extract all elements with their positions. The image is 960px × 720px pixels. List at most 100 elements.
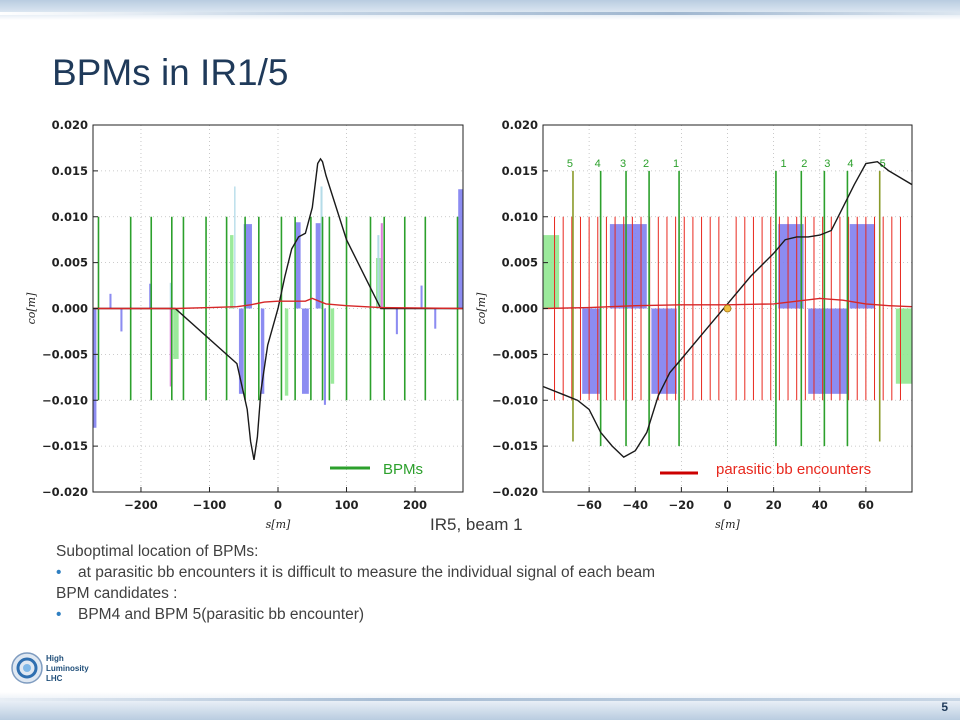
y-tick-label: 0.015	[502, 164, 538, 178]
y-axis-label: co[m]	[475, 292, 488, 325]
kick-bar	[169, 308, 172, 387]
kick-bar	[234, 186, 236, 309]
kick-bar	[434, 308, 437, 329]
y-tick-label: 0.010	[502, 210, 538, 224]
logo-line-3: LHC	[46, 674, 63, 683]
kick-bar	[582, 308, 601, 394]
x-tick-label: −20	[669, 498, 695, 512]
parasitic-encounters	[554, 216, 901, 401]
y-tick-label: −0.005	[492, 347, 538, 361]
bullet-icon: •	[56, 606, 62, 623]
legend-bpm-label: BPMs	[383, 461, 423, 478]
y-tick-label: 0.000	[52, 302, 88, 316]
body-text: Suboptimal location of BPMs: • at parasit…	[56, 541, 655, 625]
kick-bar	[169, 282, 172, 309]
optics-line	[543, 297, 912, 310]
kick-bar	[323, 308, 326, 405]
bpm-number-label: 1	[673, 158, 679, 170]
kick-bar	[380, 223, 383, 309]
x-tick-label: 0	[723, 498, 731, 512]
kick-bar	[808, 308, 848, 394]
bpm-number-label: 2	[643, 158, 649, 170]
text-line-3: BPM candidates :	[56, 585, 178, 602]
orbit-line	[543, 160, 912, 458]
x-tick-label: 40	[812, 498, 828, 512]
x-axis-label: s[m]	[715, 518, 740, 531]
bpm-number-label: 5	[567, 158, 573, 170]
y-axis-label: co[m]	[25, 292, 38, 325]
bpm-number-label: 3	[824, 158, 830, 170]
kick-bar	[260, 308, 265, 394]
kick-bar	[109, 293, 112, 309]
kick-bar	[543, 235, 560, 309]
bullet-icon: •	[56, 564, 62, 581]
kick-bar	[320, 186, 323, 309]
y-tick-label: −0.015	[492, 439, 538, 453]
bpm-number-label: 4	[595, 158, 601, 170]
x-tick-label: 20	[766, 498, 782, 512]
x-tick-label: −200	[124, 498, 158, 512]
x-axis-label: s[m]	[266, 518, 291, 531]
chart-2: 5 4 3 2 1 1 2 3 4 5 −60 −40 −20 0 20 40 60 0.020 0.015 0.01…	[475, 118, 913, 531]
y-tick-label: 0.015	[52, 164, 88, 178]
text-line-4: • BPM4 and BPM 5(parasitic bb encounter)	[56, 606, 365, 623]
kick-bar	[230, 235, 234, 309]
y-tick-label: 0.005	[52, 256, 88, 270]
kick-bar	[420, 285, 423, 309]
legend-encounter-label: parasitic bb encounters	[716, 461, 871, 478]
kick-bar	[849, 224, 876, 309]
kick-bar	[295, 222, 301, 309]
y-tick-label: 0.000	[502, 302, 538, 316]
kick-bar	[315, 223, 321, 309]
text-line-2: • at parasitic bb encounters it is diffic…	[56, 564, 655, 581]
plot-area	[93, 157, 463, 461]
y-tick-label: 0.010	[52, 210, 88, 224]
chart-caption: IR5, beam 1	[430, 515, 523, 534]
kick-bar	[301, 308, 309, 394]
orbit-line	[93, 157, 463, 461]
y-tick-label: −0.020	[42, 485, 88, 499]
logo-line-1: High	[46, 654, 64, 663]
kick-bar	[93, 308, 97, 428]
y-tick-label: 0.020	[52, 118, 88, 132]
logo-line-2: Luminosity	[46, 664, 89, 673]
x-tick-label: 60	[858, 498, 874, 512]
ip-marker	[723, 304, 732, 313]
y-tick-label: 0.005	[502, 256, 538, 270]
y-tick-label: −0.005	[42, 347, 88, 361]
x-tick-label: 100	[335, 498, 359, 512]
top-banner	[0, 0, 960, 20]
kick-bar	[895, 308, 912, 384]
orbit-charts: −200 −100 0 100 2000.0200.0150.0100.0050.000…	[25, 118, 913, 531]
kick-bar	[377, 235, 380, 309]
bpm-number-label: 4	[847, 158, 853, 170]
y-tick-label: −0.020	[492, 485, 538, 499]
bpm-number-label: 2	[801, 158, 807, 170]
y-tick-label: −0.010	[492, 393, 538, 407]
y-tick-label: 0.020	[502, 118, 538, 132]
plot-area	[543, 160, 912, 458]
bpm-number-label: 1	[780, 158, 786, 170]
chart-1: −200 −100 0 100 200 0.020 0.015 0.010 0.005 0.000…	[25, 118, 464, 531]
kick-bar	[120, 308, 123, 332]
kick-bar	[243, 224, 252, 309]
y-tick-label: −0.010	[42, 393, 88, 407]
slide-title: BPMs in IR1/5	[52, 52, 289, 93]
kick-bar	[330, 308, 335, 384]
bpm-number-label: 5	[880, 158, 886, 170]
kick-bar	[395, 308, 398, 335]
kick-bar	[284, 308, 289, 396]
kick-bar	[458, 189, 463, 309]
kick-bar	[238, 308, 244, 394]
x-tick-label: −100	[193, 498, 227, 512]
page-number: 5	[941, 700, 948, 714]
text-line-1: Suboptimal location of BPMs:	[56, 543, 259, 560]
kick-bar	[651, 308, 677, 394]
hl-lhc-logo: High Luminosity LHC	[11, 652, 89, 684]
x-tick-label: 0	[274, 498, 282, 512]
y-tick-label: −0.015	[42, 439, 88, 453]
x-tick-label: −60	[576, 498, 602, 512]
x-tick-label: 200	[403, 498, 427, 512]
x-tick-label: −40	[622, 498, 648, 512]
kick-bar	[149, 283, 152, 309]
